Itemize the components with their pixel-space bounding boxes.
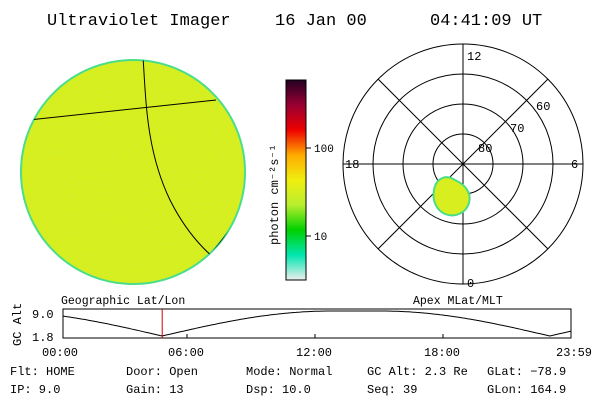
auroral-oval: [432, 176, 471, 217]
mlat-label-70: 70: [510, 122, 524, 136]
altitude-plot: GC Alt 9.0 1.8 00:00 06:00 12:00 18:00 2…: [11, 303, 592, 360]
status-gain: Gain: 13: [126, 383, 184, 397]
colorbar-unit-label: photon cm⁻²s⁻¹: [268, 144, 282, 245]
disk-noise-texture: [21, 60, 245, 284]
status-glat: GLat: −78.9: [487, 365, 566, 379]
colorbar-scale: [285, 79, 307, 281]
altitude-ytick-1-8: 1.8: [32, 331, 54, 345]
observation-time: 04:41:09 UT: [430, 12, 542, 31]
status-flight: Flt: HOME: [10, 365, 75, 379]
status-glon: GLon: 164.9: [487, 383, 566, 397]
apex-label: Apex MLat/MLT: [413, 295, 503, 308]
altitude-axis-label: GC Alt: [11, 303, 25, 346]
latitude-line: [21, 99, 217, 122]
mlat-label-60: 60: [536, 100, 550, 114]
altitude-xlabel-2359: 23:59: [556, 346, 592, 360]
colorbar-tick-label-10: 10: [314, 232, 327, 244]
instrument-title: Ultraviolet Imager: [47, 12, 231, 31]
altitude-xlabel-1200: 12:00: [296, 346, 332, 360]
altitude-xlabel-0600: 06:00: [168, 346, 204, 360]
altitude-xlabel-1800: 18:00: [424, 346, 460, 360]
status-ip: IP: 9.0: [10, 383, 60, 397]
mlt-label-6: 6: [571, 158, 578, 172]
status-door: Door: Open: [126, 365, 198, 379]
status-dsp: Dsp: 10.0: [246, 383, 311, 397]
colorbar: 100 10 photon cm⁻²s⁻¹: [268, 79, 334, 281]
altitude-curve: [62, 310, 572, 337]
altitude-ytick-9: 9.0: [32, 308, 54, 322]
colorbar-tick-label-100: 100: [314, 144, 334, 156]
observation-date: 16 Jan 00: [275, 12, 367, 31]
magnetic-polar-panel: 12 18 6 0 80 70 60 Apex MLat/MLT: [342, 43, 584, 308]
altitude-xlabel-0000: 00:00: [42, 346, 78, 360]
altitude-plot-frame: [62, 308, 572, 339]
status-mode: Mode: Normal: [246, 365, 332, 379]
mlt-line-diagonal-2: [377, 78, 549, 250]
mlt-label-18: 18: [345, 158, 359, 172]
geographic-label: Geographic Lat/Lon: [61, 295, 185, 308]
mlat-label-80: 80: [478, 142, 492, 156]
mlt-label-12: 12: [467, 50, 481, 64]
mlt-label-0: 0: [467, 277, 474, 291]
status-gc-alt: GC Alt: 2.3 Re: [367, 365, 468, 379]
status-seq: Seq: 39: [367, 383, 417, 397]
status-footer: Flt: HOME IP: 9.0 Door: Open Gain: 13 Mo…: [10, 365, 566, 397]
geographic-disk-panel: Geographic Lat/Lon: [20, 59, 246, 308]
